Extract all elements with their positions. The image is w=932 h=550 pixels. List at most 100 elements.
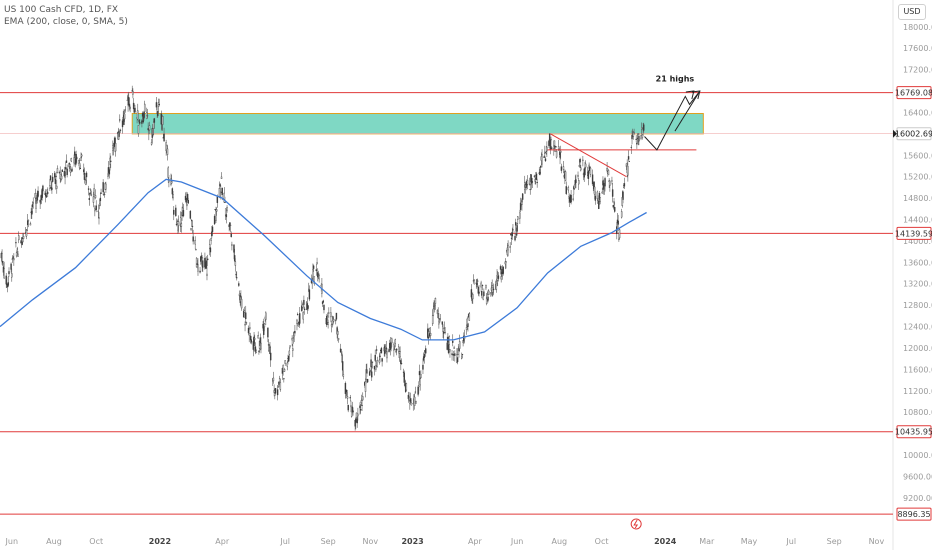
candle-body: [534, 179, 536, 182]
candle-body: [248, 333, 250, 336]
candle-body: [177, 221, 180, 226]
candle-body: [168, 180, 170, 183]
level-price-label-bg: [896, 226, 932, 240]
candle-body: [434, 304, 436, 307]
candle-body: [386, 351, 388, 359]
currency-selector[interactable]: USD: [898, 4, 926, 20]
candle-body: [268, 350, 270, 352]
candle-body: [370, 359, 372, 368]
candle-body: [10, 263, 12, 270]
resistance-zone: [131, 112, 704, 135]
candle-body: [322, 300, 324, 303]
candle-body: [317, 273, 320, 275]
candle-body: [528, 183, 531, 185]
candle-body: [148, 125, 151, 131]
x-tick-label: Aug: [552, 537, 568, 546]
candle-body: [330, 312, 332, 318]
candle-body: [344, 383, 347, 394]
candle-body: [512, 229, 514, 231]
candle-body: [155, 102, 158, 108]
candle-body: [84, 173, 86, 178]
candle-body: [378, 359, 381, 363]
candle-body: [88, 198, 91, 200]
candle-body: [402, 371, 405, 373]
candle-body: [283, 369, 286, 372]
candle-body: [278, 378, 281, 382]
y-tick-label: 17200.00: [903, 66, 932, 75]
x-tick-label: Mar: [699, 537, 715, 546]
candle-body: [26, 229, 28, 231]
candle-body: [313, 276, 315, 284]
candle-body: [514, 236, 516, 241]
level-price-label-bg: [896, 507, 932, 521]
candle-body: [80, 157, 82, 161]
candle-body: [456, 357, 459, 363]
candle-body: [176, 221, 178, 224]
candle-body: [51, 176, 54, 182]
candle-body: [303, 299, 305, 305]
candle-body: [172, 194, 174, 199]
candle-body: [517, 216, 519, 220]
candle-body: [330, 324, 333, 327]
candle-body: [499, 266, 502, 270]
candle-body: [369, 370, 372, 373]
candle-body: [428, 328, 430, 332]
candle-body: [617, 220, 619, 225]
candle-body: [375, 365, 377, 370]
candle-body: [454, 353, 456, 356]
candle-body: [368, 371, 371, 376]
candle-body: [374, 354, 376, 361]
candle-body: [308, 289, 311, 300]
candle-body: [78, 162, 81, 169]
candle-body: [199, 270, 201, 273]
candle-body: [283, 378, 285, 380]
candle-body: [66, 168, 68, 176]
time-axis[interactable]: Jun Aug Oct 2022 Apr Jul Sep Nov 2023 Apr Jun Aug Oc…: [5, 518, 885, 546]
candle-body: [103, 191, 105, 195]
candle-body: [516, 225, 518, 232]
candle-body: [393, 348, 396, 350]
x-tick-label: 2024: [654, 537, 677, 546]
candle-body: [73, 157, 75, 164]
candle-body: [481, 285, 484, 287]
candle-body: [230, 233, 232, 238]
candle-body: [461, 353, 464, 355]
candle-body: [63, 170, 66, 177]
candle-body: [564, 171, 567, 181]
candle-body: [341, 353, 343, 362]
y-tick-label: 17600.00: [903, 44, 932, 53]
candle-body: [56, 168, 59, 174]
y-tick-label: 14800.00: [903, 194, 932, 203]
x-tick-label: Sep: [321, 537, 336, 546]
candle-body: [337, 331, 339, 335]
candle-body: [485, 284, 487, 289]
candle-body: [247, 327, 250, 334]
candle-body: [180, 223, 183, 227]
candle-body: [296, 319, 298, 324]
x-tick-label: Aug: [46, 537, 62, 546]
candle-body: [550, 139, 552, 141]
candle-body: [431, 315, 434, 325]
candle-body: [312, 269, 314, 277]
candle-body: [318, 275, 320, 280]
candle-body: [441, 321, 444, 325]
candle-body: [429, 333, 432, 336]
candle-body: [613, 201, 615, 204]
candle-body: [102, 182, 104, 192]
candle-body: [612, 205, 615, 208]
candle-body: [346, 389, 348, 392]
candle-body: [555, 150, 558, 158]
candle-body: [233, 244, 235, 253]
candle-body: [163, 133, 165, 142]
candle-body: [215, 209, 218, 212]
candle-body: [69, 164, 71, 167]
candle-body: [410, 400, 412, 403]
candle-body: [294, 330, 296, 334]
candle-body: [211, 231, 213, 237]
candle-body: [234, 261, 237, 266]
arrow-head: [685, 90, 695, 100]
candle-body: [108, 169, 111, 175]
candle-body: [557, 146, 560, 150]
candle-body: [29, 223, 32, 226]
